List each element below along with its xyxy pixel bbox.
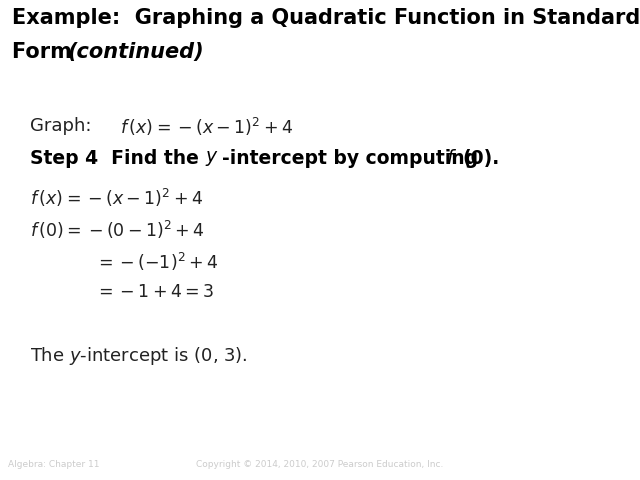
Text: $f\,(0) = -(0-1)^2 + 4$: $f\,(0) = -(0-1)^2 + 4$ bbox=[30, 219, 205, 241]
Text: The $y$-intercept is (0, 3).: The $y$-intercept is (0, 3). bbox=[30, 345, 248, 367]
Text: (continued): (continued) bbox=[67, 42, 204, 62]
Text: Copyright © 2014, 2010, 2007 Pearson Education, Inc.: Copyright © 2014, 2010, 2007 Pearson Edu… bbox=[196, 460, 444, 469]
Text: (0).: (0). bbox=[462, 149, 499, 168]
Text: $f\,(x) = -(x-1)^2 + 4$: $f\,(x) = -(x-1)^2 + 4$ bbox=[120, 116, 293, 138]
Text: Form: Form bbox=[12, 42, 86, 62]
Text: $f$: $f$ bbox=[446, 149, 457, 168]
Text: $= -1 + 4 = 3$: $= -1 + 4 = 3$ bbox=[95, 283, 214, 301]
Text: -intercept by computing: -intercept by computing bbox=[222, 149, 484, 168]
Text: Graph:: Graph: bbox=[30, 117, 92, 135]
Text: $= -(-1)^2 + 4$: $= -(-1)^2 + 4$ bbox=[95, 251, 218, 273]
Text: Step 4  Find the: Step 4 Find the bbox=[30, 149, 205, 168]
Text: 8: 8 bbox=[620, 458, 628, 471]
Text: Example:  Graphing a Quadratic Function in Standard: Example: Graphing a Quadratic Function i… bbox=[12, 8, 640, 28]
Text: $f\,(x) = -(x-1)^2 + 4$: $f\,(x) = -(x-1)^2 + 4$ bbox=[30, 187, 204, 209]
Text: Algebra: Chapter 11: Algebra: Chapter 11 bbox=[8, 460, 99, 469]
Text: PEARSON: PEARSON bbox=[555, 457, 630, 471]
Text: $y$: $y$ bbox=[205, 149, 219, 168]
